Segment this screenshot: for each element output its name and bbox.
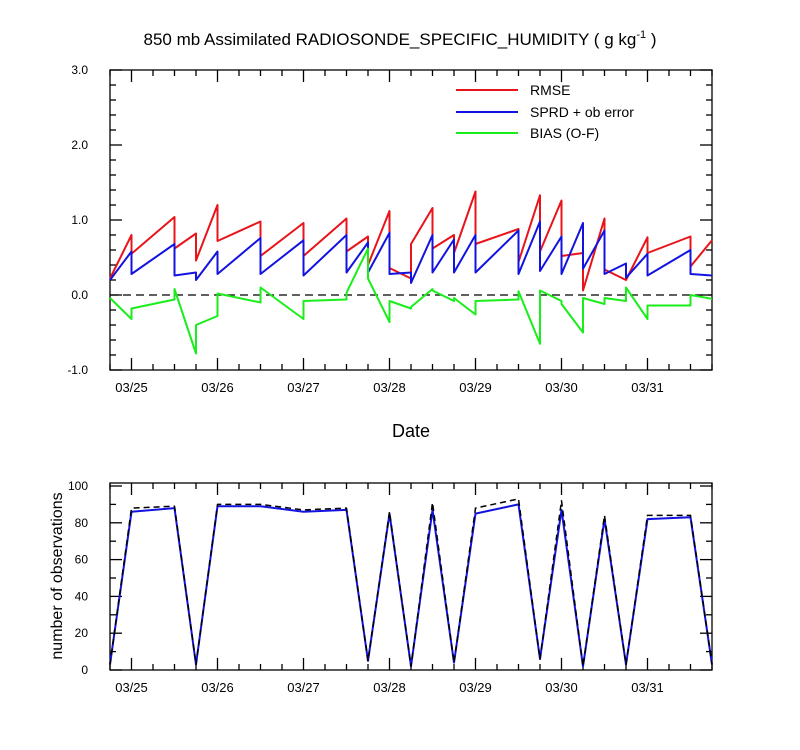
legend-label-sprd: SPRD + ob error xyxy=(530,104,634,120)
chart-title: 850 mb Assimilated RADIOSONDE_SPECIFIC_H… xyxy=(144,29,657,49)
legend: RMSE SPRD + ob error BIAS (O-F) xyxy=(456,82,634,141)
y-tick-label: 80 xyxy=(75,516,89,530)
series-line-rmse xyxy=(109,190,713,292)
x-tick-label: 03/27 xyxy=(287,680,320,695)
y-tick-label: 1.0 xyxy=(71,213,88,227)
y-axis-label-observations: number of observations xyxy=(49,492,66,659)
x-tick-label: 03/31 xyxy=(631,380,664,395)
y-tick-label: -1.0 xyxy=(67,363,88,377)
x-tick-label: 03/25 xyxy=(115,380,148,395)
x-tick-label: 03/26 xyxy=(201,380,234,395)
y-tick-label: 0 xyxy=(81,663,88,677)
series-line-sprd-ob-error xyxy=(109,220,713,284)
bottom-chart-series xyxy=(109,498,713,668)
series-line-bias-o-f xyxy=(109,247,713,355)
x-tick-label: 03/31 xyxy=(631,680,664,695)
x-tick-label: 03/28 xyxy=(373,380,406,395)
top-chart-series xyxy=(109,190,713,355)
y-tick-label: 60 xyxy=(75,553,89,567)
series-line-used xyxy=(109,503,713,668)
y-tick-label: 0.0 xyxy=(71,288,88,302)
y-tick-label: 20 xyxy=(75,626,89,640)
x-tick-label: 03/30 xyxy=(545,380,578,395)
x-tick-label: 03/27 xyxy=(287,380,320,395)
x-tick-label: 03/25 xyxy=(115,680,148,695)
y-tick-label: 40 xyxy=(75,589,89,603)
x-tick-label: 03/30 xyxy=(545,680,578,695)
x-tick-label: 03/28 xyxy=(373,680,406,695)
top-chart-axes: 03/25 03/26 03/27 03/28 03/29 03/30 03/31 3.0 2.… xyxy=(67,63,713,395)
y-tick-label: 100 xyxy=(68,479,88,493)
x-tick-label: 03/29 xyxy=(459,680,492,695)
x-axis-label: Date xyxy=(392,421,430,441)
legend-label-rmse: RMSE xyxy=(530,82,570,98)
x-tick-label: 03/26 xyxy=(201,680,234,695)
legend-label-bias: BIAS (O-F) xyxy=(530,125,599,141)
y-tick-label: 2.0 xyxy=(71,138,88,152)
y-tick-label: 3.0 xyxy=(71,63,88,77)
bottom-chart-axes: 03/25 03/26 03/27 03/28 03/29 03/30 03/31 100 80… xyxy=(68,479,713,695)
x-tick-label: 03/29 xyxy=(459,380,492,395)
